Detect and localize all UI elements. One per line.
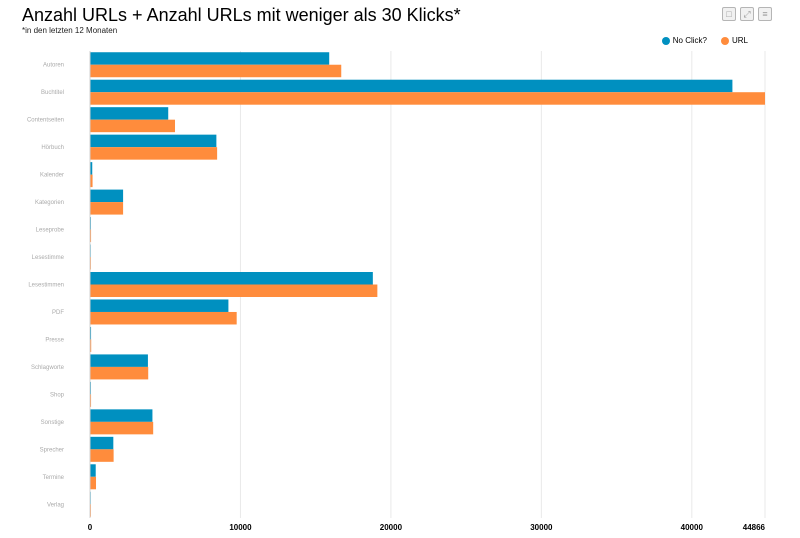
category-label: Autoren <box>43 63 64 69</box>
bar-url <box>90 421 154 435</box>
bar-no-click <box>90 79 733 93</box>
category-label: Leseprobe <box>36 228 65 234</box>
bar-url <box>90 64 342 78</box>
legend-dot-url <box>720 36 729 45</box>
bar-url <box>90 202 124 215</box>
category-label: Sonstige <box>41 420 65 426</box>
category-label: Hörbuch <box>41 145 64 151</box>
bar-url <box>90 449 114 462</box>
bar-url <box>90 119 176 133</box>
bar-url <box>90 339 92 352</box>
bar-no-click <box>90 464 96 477</box>
category-label: Sprecher <box>40 447 64 453</box>
chart-subtitle: *in den letzten 12 Monaten <box>22 26 118 35</box>
bar-url <box>90 394 92 407</box>
bar-url <box>90 284 378 297</box>
bar-url <box>90 476 97 490</box>
category-label: Buchtitel <box>41 90 64 96</box>
bar-no-click <box>90 162 93 175</box>
category-label: Termine <box>43 475 65 481</box>
bar-no-click <box>90 107 169 120</box>
category-label: Kalender <box>40 173 64 179</box>
x-tick-label: 30000 <box>530 523 553 532</box>
category-label: Schlagworte <box>31 365 65 371</box>
expand-icon[interactable]: ⤢ <box>740 7 754 21</box>
bar-url <box>90 229 92 243</box>
category-label: Presse <box>45 337 64 343</box>
bar-url <box>90 174 93 188</box>
category-label: Contentseiten <box>27 118 64 124</box>
bar-url <box>90 147 218 160</box>
bar-no-click <box>90 299 229 312</box>
category-label: Shop <box>50 392 65 398</box>
bar-url <box>90 311 237 325</box>
bar-no-click <box>90 134 217 148</box>
bar-no-click <box>90 272 373 285</box>
bar-url <box>90 92 765 105</box>
category-label: Lesestimme <box>32 255 65 261</box>
x-tick-label: 40000 <box>681 523 704 532</box>
x-tick-label: 0 <box>88 523 93 532</box>
legend-label-no-click: No Click? <box>672 36 707 45</box>
x-tick-label: 20000 <box>380 523 403 532</box>
x-tick-label: 10000 <box>229 523 252 532</box>
legend-dot-no-click <box>661 36 670 45</box>
legend-label-url: URL <box>731 36 748 45</box>
bar-no-click <box>90 354 148 367</box>
category-label: Verlag <box>47 502 64 508</box>
chart-title: Anzahl URLs + Anzahl URLs mit weniger al… <box>22 5 461 25</box>
category-label: PDF <box>52 310 64 316</box>
x-tick-label: 44866 <box>743 523 766 532</box>
category-label: Lesestimmen <box>28 283 64 289</box>
bar-url <box>90 366 149 380</box>
bar-no-click <box>90 326 92 340</box>
legend-entry-url[interactable]: URL <box>720 36 748 45</box>
legend: No Click? URL <box>661 36 748 45</box>
menu-icon[interactable]: ≡ <box>758 7 772 21</box>
legend-entry-no-click[interactable]: No Click? <box>661 36 707 45</box>
bar-no-click <box>90 189 124 203</box>
bar-no-click <box>90 409 153 422</box>
bar-no-click <box>90 52 330 65</box>
category-label: Kategorien <box>35 200 64 206</box>
bar-no-click <box>90 436 114 450</box>
square-icon[interactable]: □ <box>722 7 736 21</box>
